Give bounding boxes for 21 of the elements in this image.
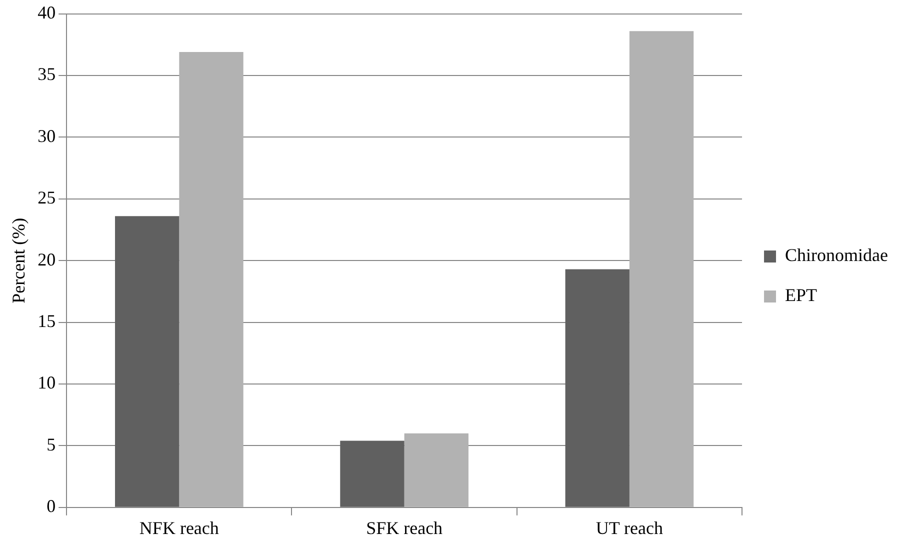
y-tick-label: 0	[46, 496, 56, 516]
y-tick-label: 10	[38, 372, 56, 393]
x-tick-label: SFK reach	[366, 518, 443, 538]
y-tick-label: 20	[38, 249, 56, 270]
y-tick-label: 15	[38, 311, 56, 332]
y-tick-label: 40	[38, 2, 56, 23]
y-tick-label: 25	[38, 188, 56, 208]
bar	[179, 52, 244, 507]
bar	[565, 269, 630, 507]
x-tick-label: UT reach	[596, 518, 664, 538]
bar	[340, 440, 404, 507]
y-axis-title: Percent (%)	[8, 218, 29, 304]
legend-label: Chironomidae	[785, 245, 888, 266]
x-tick-label: NFK reach	[139, 518, 219, 538]
bar	[115, 216, 180, 507]
bar	[404, 433, 468, 507]
bar	[629, 31, 694, 507]
y-tick-label: 5	[46, 434, 56, 454]
y-tick-label: 35	[38, 64, 56, 84]
legend-label: EPT	[785, 285, 818, 306]
y-tick-label: 30	[38, 126, 56, 146]
